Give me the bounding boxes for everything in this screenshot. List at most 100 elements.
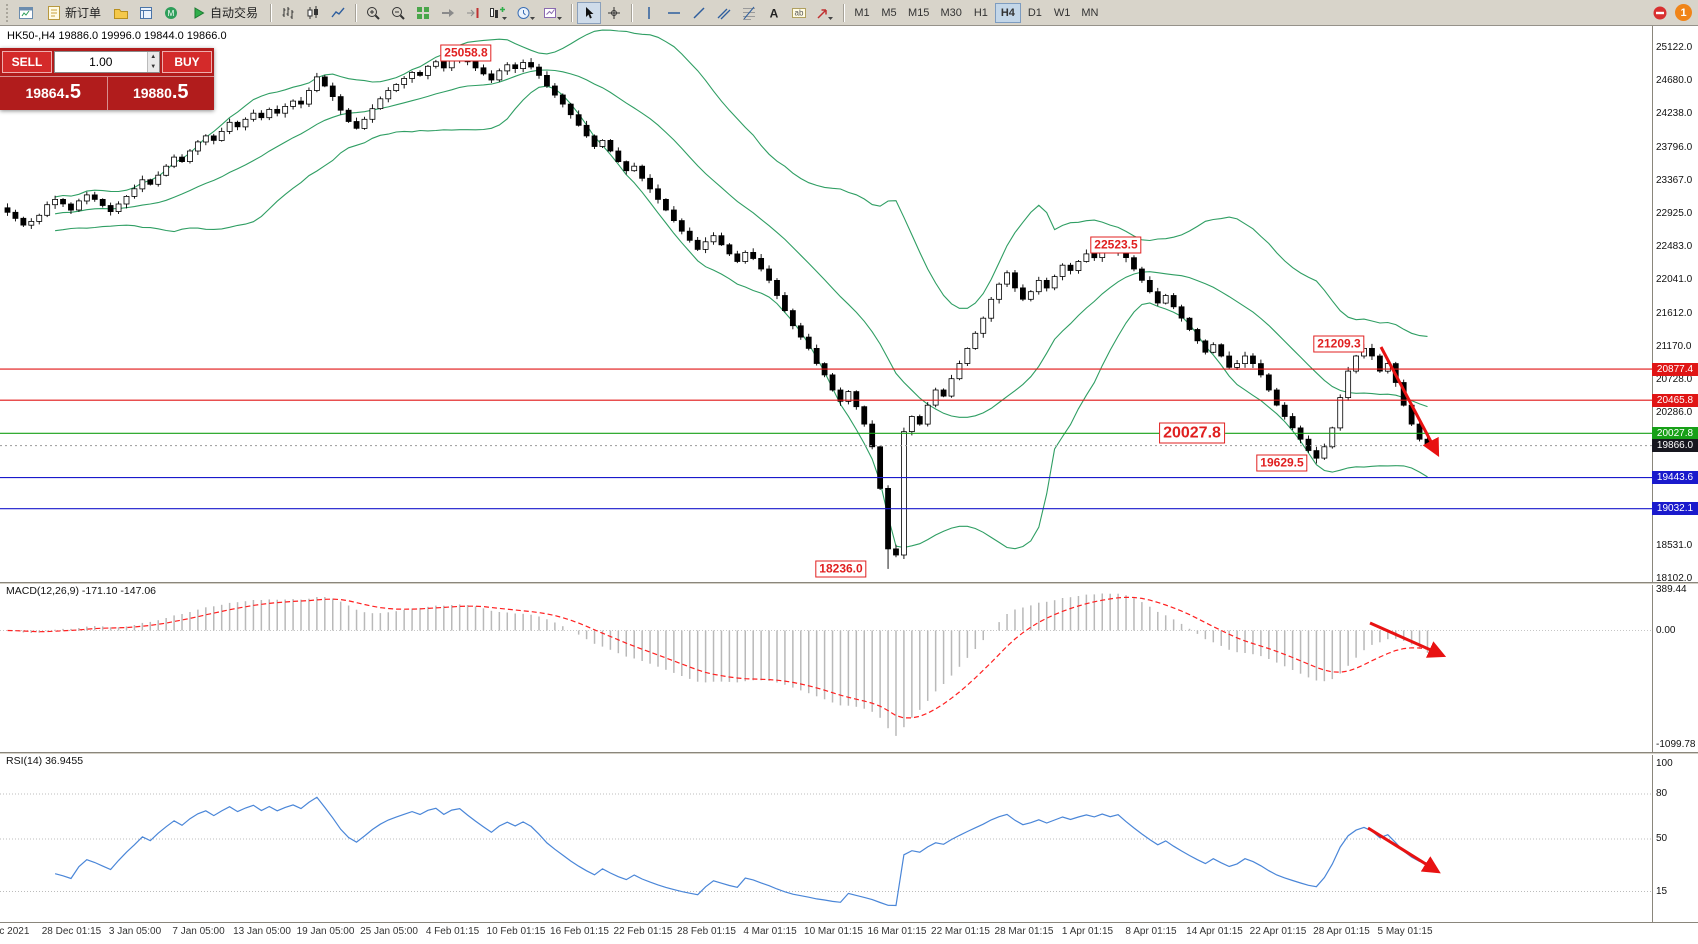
price-axis-label: 23367.0 — [1656, 174, 1693, 186]
timeframe-button-H4[interactable]: H4 — [994, 2, 1021, 23]
rsi-axis-label: 80 — [1656, 788, 1668, 799]
chart-window-button[interactable] — [14, 2, 38, 24]
zoom-in-button[interactable] — [361, 2, 385, 24]
autotrading-button[interactable]: 自动交易 — [184, 2, 265, 24]
chart-shift-button[interactable] — [461, 2, 485, 24]
line-chart-button[interactable] — [326, 2, 350, 24]
trend-arrow-2[interactable] — [1369, 621, 1447, 658]
macd-panel-separator[interactable] — [0, 582, 1698, 585]
sell-price-display: 19864.5 — [0, 77, 107, 110]
candlestick-chart-icon — [307, 5, 319, 19]
horizontal-line-tool-button[interactable] — [662, 2, 686, 24]
toolbar-grip[interactable] — [6, 3, 10, 22]
zoom-in-icon — [367, 6, 380, 20]
timeframe-group: M1 M5 M15 M30 H1 H4 D1 W1 MN — [849, 2, 1103, 23]
macd-axis-label: 0.00 — [1656, 624, 1676, 636]
date-axis-label: 22 Apr 01:15 — [1249, 926, 1307, 937]
price-annotation[interactable]: 18236.0 — [815, 560, 867, 578]
trendline-tool-button[interactable] — [687, 2, 711, 24]
chart-canvas[interactable] — [0, 26, 1698, 944]
trend-arrow-3[interactable] — [1367, 826, 1441, 874]
timeframe-button-M5[interactable]: M5 — [876, 3, 902, 23]
new-order-button[interactable]: 新订单 — [39, 2, 108, 24]
template-icon — [544, 7, 563, 20]
bar-chart-button[interactable] — [276, 2, 300, 24]
price-axis-label: 18531.0 — [1656, 539, 1693, 551]
data-window-button[interactable] — [134, 2, 158, 24]
price-annotation[interactable]: 25058.8 — [440, 44, 492, 62]
cursor-button[interactable] — [577, 1, 602, 24]
toolbar-separator — [270, 3, 272, 22]
arrow-shape-icon — [817, 8, 834, 20]
price-annotation[interactable]: 21209.3 — [1313, 335, 1365, 353]
timeframe-button-W1[interactable]: W1 — [1049, 3, 1076, 23]
tile-windows-button[interactable] — [411, 2, 435, 24]
alert-button[interactable] — [1648, 2, 1672, 24]
templates-dropdown[interactable] — [540, 2, 566, 24]
timeframe-button-H1[interactable]: H1 — [968, 3, 994, 23]
price-axis-label: 22041.0 — [1656, 274, 1693, 286]
community-button[interactable]: M — [159, 2, 183, 24]
svg-text:A: A — [770, 6, 779, 20]
bollinger-lower-band[interactable] — [55, 85, 1428, 550]
auto-scroll-button[interactable] — [436, 2, 460, 24]
macd-signal-line — [7, 596, 1428, 719]
sell-button[interactable]: SELL — [2, 51, 52, 73]
buy-price-frac: .5 — [171, 81, 189, 103]
toolbar-separator — [843, 3, 845, 22]
timeframe-button-MN[interactable]: MN — [1076, 3, 1103, 23]
rsi-axis-label: 15 — [1656, 885, 1668, 897]
macd-axis-label: -1099.78 — [1656, 739, 1696, 750]
trend-arrow-1[interactable] — [1379, 346, 1440, 457]
channel-icon — [717, 8, 731, 19]
bollinger-middle-band[interactable] — [55, 69, 1428, 418]
lot-increase-button[interactable]: ▲ — [147, 52, 159, 62]
zoom-out-button[interactable] — [386, 2, 410, 24]
macd-histogram — [14, 593, 1429, 736]
text-label-tool-button[interactable]: ab — [787, 2, 811, 24]
price-tag-20027.8: 20027.8 — [1652, 426, 1698, 440]
price-axis-label: 21170.0 — [1656, 340, 1692, 352]
vertical-line-tool-button[interactable] — [637, 2, 661, 24]
price-annotation[interactable]: 22523.5 — [1090, 236, 1142, 254]
timeframe-button-D1[interactable]: D1 — [1022, 3, 1048, 23]
price-axis-label: 24680.0 — [1656, 75, 1693, 87]
timeframe-button-M30[interactable]: M30 — [935, 3, 966, 23]
lot-decrease-button[interactable]: ▼ — [147, 62, 159, 72]
price-annotation[interactable]: 19629.5 — [1256, 454, 1308, 472]
lot-size-input[interactable] — [55, 52, 147, 72]
date-axis-label: 1 Apr 01:15 — [1061, 926, 1114, 937]
buy-button[interactable]: BUY — [162, 51, 212, 73]
price-axis-label: 23796.0 — [1656, 141, 1693, 153]
alert-icon — [1653, 6, 1667, 19]
new-chart-dropdown[interactable] — [486, 2, 512, 24]
clock-icon — [517, 6, 536, 20]
date-axis-label: 16 Mar 01:15 — [867, 926, 927, 937]
channel-tool-button[interactable] — [712, 2, 736, 24]
buy-price-main: 19880 — [132, 85, 172, 101]
buy-price-display: 19880.5 — [106, 77, 215, 110]
price-tag-19443.6: 19443.6 — [1652, 471, 1698, 485]
fibonacci-tool-button[interactable] — [737, 2, 761, 24]
rsi-panel-separator[interactable] — [0, 752, 1698, 755]
periods-dropdown[interactable] — [513, 2, 539, 24]
price-annotation[interactable]: 20027.8 — [1159, 422, 1225, 444]
crosshair-icon — [608, 6, 621, 19]
candlestick-chart-button[interactable] — [301, 2, 325, 24]
bollinger-upper-band[interactable] — [55, 29, 1428, 337]
notification-badge[interactable]: 1 — [1675, 4, 1692, 21]
profile-button[interactable] — [109, 2, 133, 24]
toolbar-separator — [355, 3, 357, 22]
date-axis-label: 28 Apr 01:15 — [1313, 926, 1370, 937]
svg-text:ab: ab — [795, 8, 804, 17]
vertical-line-icon — [648, 6, 650, 19]
date-axis-label: 5 May 01:15 — [1377, 926, 1433, 937]
date-axis-label: 14 Apr 01:15 — [1186, 926, 1243, 937]
timeframe-button-M1[interactable]: M1 — [849, 3, 875, 23]
date-axis-separator — [0, 922, 1698, 923]
crosshair-button[interactable] — [602, 2, 626, 24]
text-tool-button[interactable]: A — [762, 2, 786, 24]
shapes-dropdown[interactable] — [812, 2, 838, 24]
timeframe-button-M15[interactable]: M15 — [903, 3, 934, 23]
macd-indicator-label: MACD(12,26,9) -171.10 -147.06 — [6, 585, 156, 597]
